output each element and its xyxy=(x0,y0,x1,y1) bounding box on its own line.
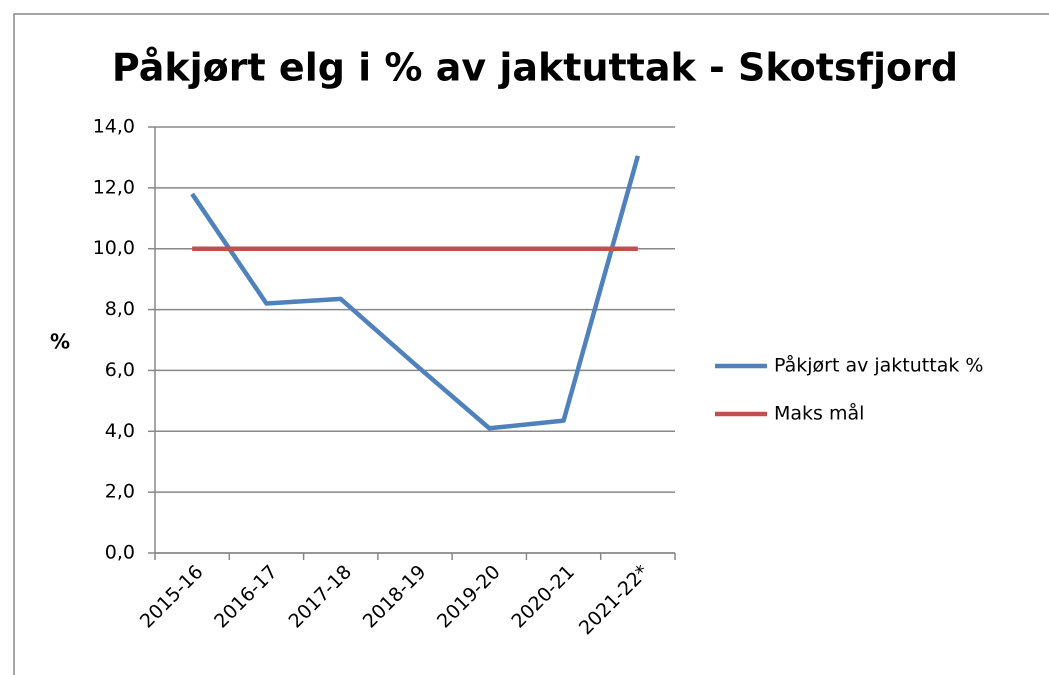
y-axis-title: % xyxy=(50,330,70,354)
legend-label: Maks mål xyxy=(774,402,864,425)
y-tick-label: 10,0 xyxy=(93,237,135,259)
chart-title: Påkjørt elg i % av jaktuttak - Skotsfjor… xyxy=(112,46,958,90)
series-line xyxy=(190,155,641,431)
y-tick-label: 6,0 xyxy=(105,359,135,381)
y-tick-label: 4,0 xyxy=(105,420,135,442)
y-tick-label: 0,0 xyxy=(105,542,135,564)
chart-frame xyxy=(13,13,1049,675)
y-tick-label: 8,0 xyxy=(105,298,135,320)
y-tick-label: 2,0 xyxy=(105,481,135,503)
y-tick-label: 12,0 xyxy=(93,176,135,198)
y-tick-label: 14,0 xyxy=(93,116,135,138)
legend-label: Påkjørt av jaktuttak % xyxy=(774,354,983,377)
